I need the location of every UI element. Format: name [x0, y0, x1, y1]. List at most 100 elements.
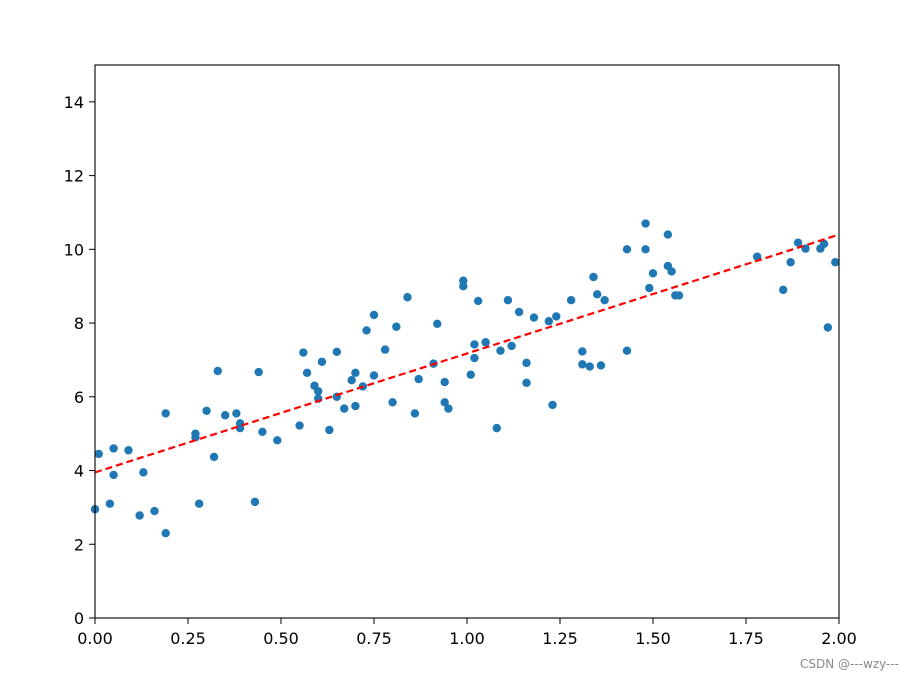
data-point — [109, 470, 118, 480]
x-tick-label: 0.00 — [77, 629, 113, 648]
data-point — [250, 497, 260, 507]
data-point — [470, 353, 479, 363]
y-tick-label: 12 — [64, 167, 84, 186]
data-point — [295, 421, 304, 430]
data-point — [593, 290, 602, 299]
data-point — [139, 468, 148, 477]
data-point — [589, 272, 598, 282]
data-point — [369, 371, 379, 380]
data-point — [258, 427, 267, 437]
data-point — [209, 452, 219, 462]
data-point — [440, 377, 449, 387]
watermark: CSDN @---wzy--- — [799, 657, 899, 671]
y-tick-label: 0 — [74, 609, 84, 628]
data-point — [578, 347, 587, 356]
data-point — [470, 340, 479, 349]
regression-layer — [94, 233, 840, 474]
data-point — [332, 347, 341, 357]
data-point — [161, 409, 170, 418]
data-point — [414, 374, 423, 384]
data-point — [340, 404, 349, 413]
x-tick-label: 1.25 — [542, 629, 578, 648]
x-tick-label: 0.75 — [356, 629, 392, 648]
data-point — [444, 404, 453, 413]
data-point — [194, 499, 204, 508]
data-point — [507, 341, 516, 351]
x-tick-label: 1.00 — [449, 629, 485, 648]
data-point — [273, 436, 282, 445]
data-point — [410, 409, 420, 418]
data-point — [522, 358, 531, 368]
data-point — [392, 322, 401, 331]
axes-frame — [94, 64, 840, 619]
data-point — [496, 346, 505, 355]
data-point — [466, 370, 475, 379]
data-point — [161, 529, 170, 538]
data-point — [232, 409, 241, 418]
y-tick-label: 4 — [74, 462, 84, 481]
data-point — [351, 368, 360, 378]
data-point — [544, 317, 554, 326]
y-tick-label: 14 — [64, 93, 84, 112]
data-point — [109, 444, 118, 453]
data-point — [793, 238, 803, 247]
data-point — [648, 269, 658, 278]
data-point — [362, 326, 371, 335]
data-point — [503, 296, 513, 305]
data-point — [347, 376, 356, 385]
x-tick-label: 0.50 — [263, 629, 299, 648]
data-point — [302, 368, 312, 378]
data-point — [150, 506, 159, 516]
data-point — [786, 258, 795, 267]
data-point — [596, 361, 606, 370]
data-point — [481, 338, 490, 347]
data-point — [433, 319, 442, 329]
x-tick-label: 1.50 — [635, 629, 671, 648]
data-point — [191, 429, 200, 438]
data-point — [459, 276, 468, 285]
data-point — [314, 387, 323, 396]
y-axis: 0 2 4 6 8 10 12 14 — [64, 93, 95, 628]
data-point — [667, 267, 676, 276]
data-point — [548, 400, 557, 410]
data-point — [105, 499, 115, 508]
data-point — [351, 401, 360, 411]
y-tick-label: 10 — [64, 240, 84, 259]
data-point — [440, 398, 449, 407]
x-tick-label: 2.00 — [821, 629, 857, 648]
data-point — [622, 245, 632, 254]
data-point — [600, 296, 609, 305]
data-point — [135, 511, 144, 520]
data-point — [752, 252, 762, 261]
data-point — [645, 283, 654, 293]
data-point — [674, 291, 684, 300]
data-point — [819, 239, 829, 249]
y-tick-label: 6 — [74, 388, 84, 407]
regression-line — [94, 233, 840, 474]
data-point — [473, 296, 483, 306]
chart-marks — [90, 219, 840, 538]
data-point — [369, 310, 379, 320]
data-point — [641, 219, 650, 228]
data-point — [663, 230, 673, 239]
data-point — [552, 312, 561, 321]
data-point — [254, 367, 263, 377]
data-point — [641, 245, 650, 254]
data-point — [124, 446, 133, 455]
data-point — [388, 398, 397, 407]
data-point — [823, 323, 833, 332]
data-point — [317, 357, 327, 366]
data-point — [94, 449, 103, 459]
data-point — [585, 362, 594, 371]
data-point — [779, 285, 788, 295]
data-point — [566, 296, 576, 305]
data-point — [492, 423, 501, 433]
data-point — [213, 366, 222, 376]
data-point — [831, 258, 840, 267]
data-point — [529, 313, 539, 322]
data-point — [514, 307, 524, 317]
data-point — [403, 293, 412, 302]
data-point — [380, 345, 390, 354]
data-point — [299, 348, 308, 357]
